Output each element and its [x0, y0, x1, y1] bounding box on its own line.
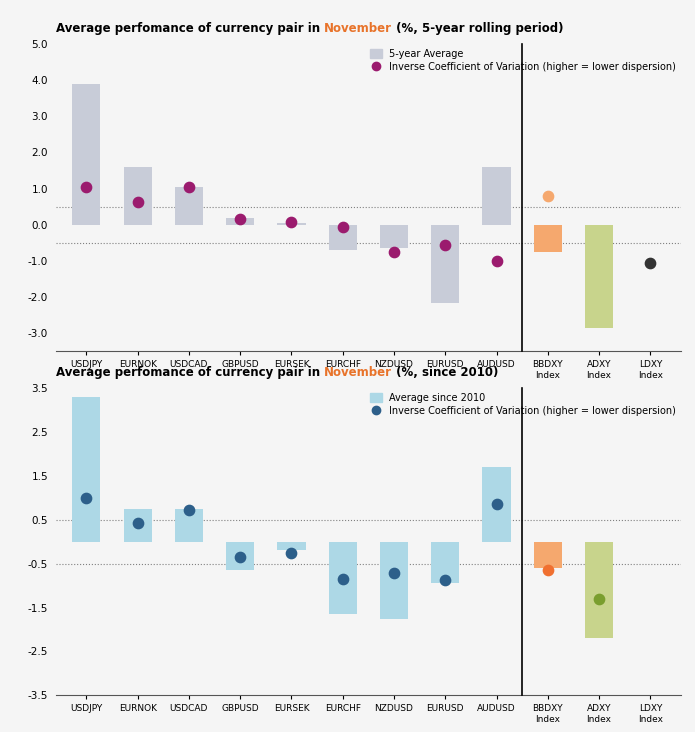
Bar — [329, 225, 357, 250]
Point — [594, 593, 605, 605]
Text: Average perfomance of currency pair in: Average perfomance of currency pair in — [56, 366, 324, 379]
Text: (%, since 2010): (%, since 2010) — [392, 366, 498, 379]
Bar — [175, 509, 203, 542]
Point — [235, 551, 246, 563]
Text: (%, 5-year rolling period): (%, 5-year rolling period) — [392, 22, 564, 35]
Bar — [534, 542, 562, 568]
Point — [491, 255, 502, 266]
Point — [542, 564, 553, 576]
Bar — [585, 542, 613, 638]
Point — [389, 246, 400, 258]
Bar — [380, 225, 408, 248]
Bar — [226, 542, 254, 570]
Legend: 5-year Average, Inverse Coefficient of Variation (higher = lower dispersion): 5-year Average, Inverse Coefficient of V… — [370, 49, 676, 72]
Bar — [124, 509, 152, 542]
Point — [337, 221, 348, 233]
Point — [132, 518, 143, 529]
Point — [183, 181, 195, 193]
Bar — [226, 217, 254, 225]
Bar — [277, 223, 306, 225]
Point — [440, 575, 451, 586]
Text: November: November — [324, 366, 392, 379]
Bar — [277, 542, 306, 550]
Bar — [72, 397, 101, 542]
Point — [183, 504, 195, 516]
Point — [491, 498, 502, 510]
Point — [81, 181, 92, 193]
Bar — [124, 167, 152, 225]
Point — [389, 567, 400, 579]
Point — [235, 214, 246, 225]
Legend: Average since 2010, Inverse Coefficient of Variation (higher = lower dispersion): Average since 2010, Inverse Coefficient … — [370, 393, 676, 416]
Bar — [482, 467, 511, 542]
Point — [286, 547, 297, 559]
Point — [132, 196, 143, 208]
Point — [286, 216, 297, 228]
Point — [594, 250, 605, 261]
Bar — [431, 542, 459, 583]
Point — [542, 190, 553, 202]
Bar — [431, 225, 459, 302]
Bar — [329, 542, 357, 614]
Bar — [585, 225, 613, 328]
Text: Average perfomance of currency pair in: Average perfomance of currency pair in — [56, 22, 324, 35]
Point — [645, 257, 656, 269]
Bar — [380, 542, 408, 619]
Point — [81, 492, 92, 504]
Bar — [482, 167, 511, 225]
Point — [337, 573, 348, 585]
Bar — [175, 187, 203, 225]
Bar — [534, 225, 562, 252]
Text: November: November — [324, 22, 392, 35]
Point — [440, 239, 451, 250]
Bar — [72, 83, 101, 225]
